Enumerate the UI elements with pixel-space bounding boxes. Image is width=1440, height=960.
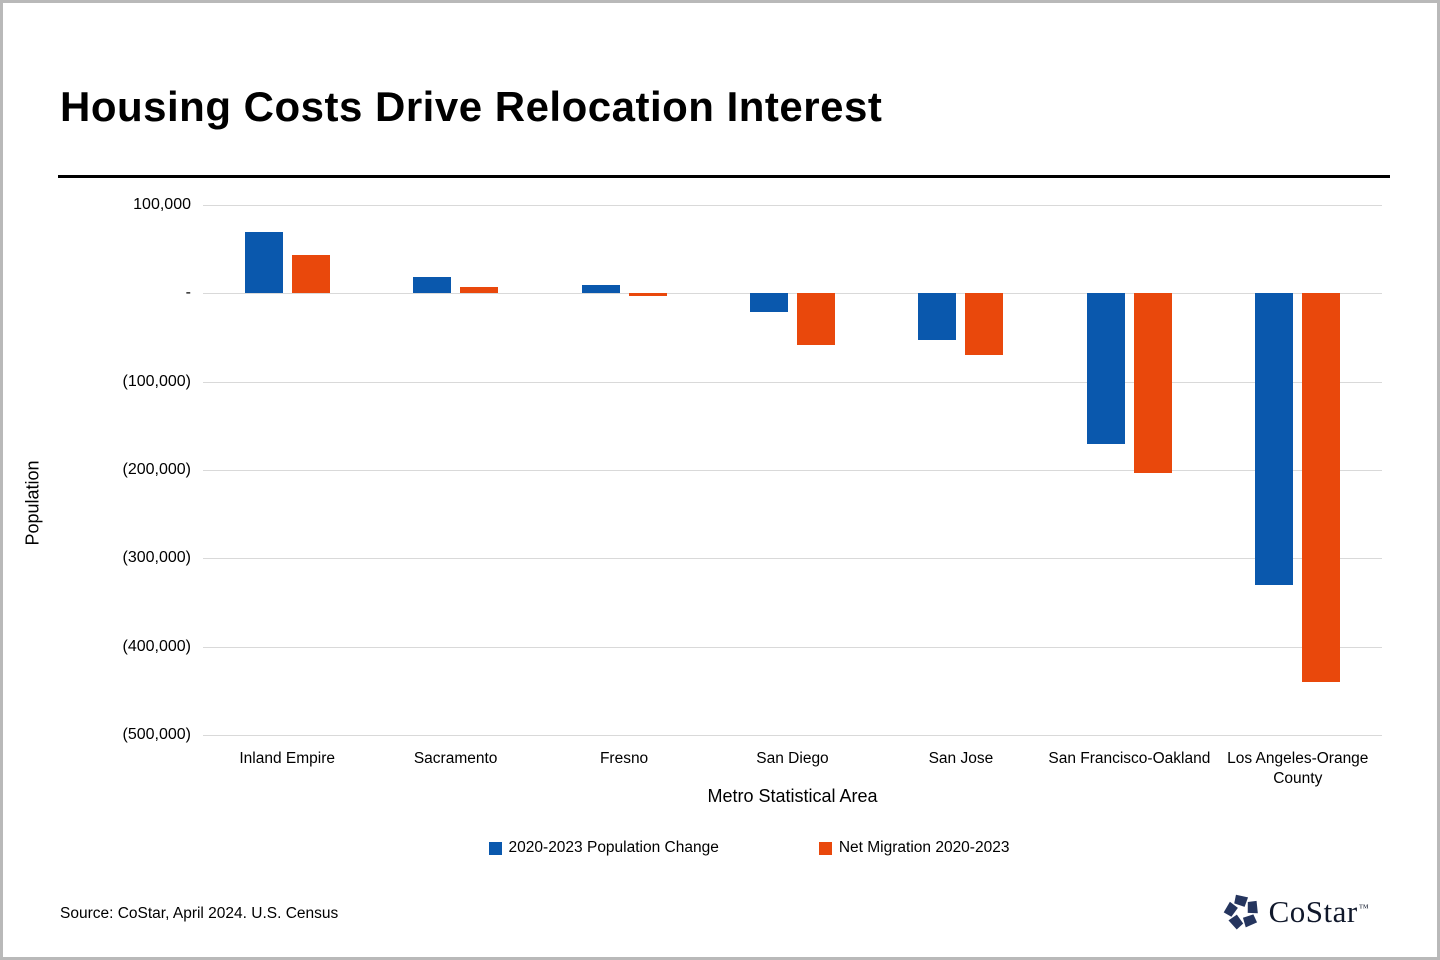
y-tick-label: (300,000)	[122, 549, 192, 567]
source-note: Source: CoStar, April 2024. U.S. Census	[60, 905, 339, 922]
costar-pinwheel-icon	[1223, 894, 1258, 930]
x-tick-label: San Jose	[928, 750, 994, 767]
costar-logo-text: CoStar™	[1268, 894, 1369, 929]
x-tick-label: Inland Empire	[239, 750, 336, 767]
gridline	[203, 558, 1382, 560]
legend: 2020-2023 Population Change Net Migration…	[59, 839, 1437, 857]
y-axis-title: Population	[22, 460, 43, 546]
legend-swatch-icon	[488, 841, 502, 855]
x-tick-label: Sacramento	[413, 750, 498, 767]
gridline	[203, 293, 1382, 295]
bar-net-migration	[291, 255, 330, 294]
bar-population-change	[918, 293, 957, 341]
bar-population-change	[1086, 293, 1125, 445]
x-tick-label: Fresno	[599, 750, 649, 767]
title-divider	[58, 175, 1390, 178]
y-tick-label: 100,000	[133, 196, 191, 213]
x-tick-label: San Francisco-Oakland	[1048, 750, 1211, 767]
bar-net-migration	[1133, 293, 1172, 473]
x-tick-label: San Diego	[756, 750, 829, 767]
gridline	[203, 205, 1382, 206]
y-tick-label: (200,000)	[122, 461, 192, 478]
x-tick-label: Los Angeles-Orange County	[1227, 750, 1369, 787]
bar-population-change	[1255, 293, 1294, 585]
y-tick-label: (100,000)	[122, 372, 192, 390]
costar-trademark: ™	[1358, 902, 1369, 914]
bar-population-change	[413, 276, 452, 294]
bar-net-migration	[1302, 293, 1341, 682]
gridline	[203, 735, 1382, 736]
chart-title: Housing Costs Drive Relocation Interest	[60, 83, 883, 130]
bar-population-change	[750, 293, 788, 312]
legend-item: Net Migration 2020-2023	[818, 839, 1010, 857]
legend-label: Net Migration 2020-2023	[838, 839, 1010, 856]
gridline	[203, 381, 1382, 383]
legend-label: 2020-2023 Population Change	[508, 839, 719, 856]
legend-swatch-icon	[818, 841, 832, 855]
bar-net-migration	[628, 293, 667, 296]
x-axis-title: Metro Statistical Area	[707, 786, 878, 806]
bar-net-migration	[460, 287, 499, 294]
y-tick-label: -	[185, 284, 191, 302]
y-tick-label: (500,000)	[122, 726, 192, 743]
gridline	[203, 646, 1382, 648]
bar-population-change	[581, 284, 620, 294]
gridline	[203, 470, 1382, 471]
bar-net-migration	[965, 293, 1004, 356]
costar-logo: CoStar™	[1223, 893, 1369, 931]
y-tick-label: (400,000)	[122, 637, 192, 655]
bar-net-migration	[797, 293, 835, 345]
bar-population-change	[244, 231, 283, 294]
legend-item: 2020-2023 Population Change	[488, 839, 719, 857]
